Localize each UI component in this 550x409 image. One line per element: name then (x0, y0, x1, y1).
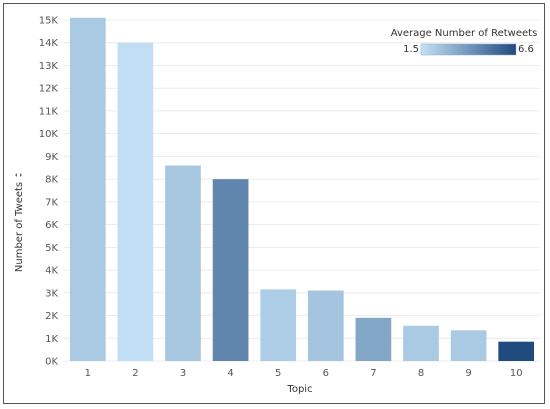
bar-topic-7[interactable] (355, 317, 392, 361)
bar-topic-6[interactable] (307, 290, 344, 361)
y-axis-title-group: Number of Tweets (14, 173, 25, 272)
bar-topic-3[interactable] (165, 165, 201, 361)
bar-topic-8[interactable] (403, 325, 439, 361)
y-tick-label: 7K (45, 197, 58, 208)
y-tick-label: 4K (45, 266, 58, 277)
bars (69, 17, 535, 362)
x-tick-label: 9 (465, 368, 471, 379)
bar-topic-9[interactable] (450, 330, 487, 361)
x-tick-label: 2 (132, 368, 138, 379)
bar-chart: 0K 1K 2K 3K 4K 5K 6K 7K 8K 9K 10K 11K 12K 13K 14K 15K 1… (14, 16, 540, 395)
bar-topic-4[interactable] (212, 179, 249, 361)
y-tick-label: 3K (45, 288, 58, 299)
y-tick-label: 15K (39, 16, 59, 27)
y-tick-label: 14K (39, 38, 59, 49)
y-tick-label: 8K (45, 175, 58, 186)
x-tick-label: 1 (85, 368, 91, 379)
y-tick-label: 12K (39, 84, 59, 95)
x-tick-label: 6 (323, 368, 329, 379)
x-axis-title: Topic (286, 384, 312, 395)
x-tick-label: 7 (370, 368, 376, 379)
y-tick-label: 13K (39, 61, 59, 72)
y-tick-label: 10K (39, 129, 59, 140)
y-tick-label: 0K (45, 357, 58, 368)
legend-gradient-bar (420, 43, 517, 56)
legend-title: Average Number of Retweets (391, 28, 538, 39)
legend-min-label: 1.5 (403, 44, 419, 55)
y-axis-ticks: 0K 1K 2K 3K 4K 5K 6K 7K 8K 9K 10K 11K 12K 13K 14K 15K (39, 16, 59, 368)
x-tick-label: 4 (227, 368, 233, 379)
bar-topic-5[interactable] (260, 289, 297, 361)
sort-descending-icon[interactable] (15, 173, 22, 177)
x-tick-label: 10 (510, 368, 523, 379)
y-tick-label: 5K (45, 243, 58, 254)
y-tick-label: 11K (39, 106, 59, 117)
y-axis-title: Number of Tweets (14, 182, 25, 272)
color-legend: Average Number of Retweets 1.5 6.6 (391, 28, 538, 56)
y-tick-label: 2K (45, 311, 58, 322)
y-tick-label: 6K (45, 220, 58, 231)
bar-topic-10[interactable] (498, 341, 535, 361)
x-tick-label: 3 (180, 368, 186, 379)
legend-max-label: 6.6 (518, 44, 534, 55)
bar-topic-2[interactable] (117, 42, 154, 361)
chart-frame: 0K 1K 2K 3K 4K 5K 6K 7K 8K 9K 10K 11K 12K 13K 14K 15K 1… (3, 3, 545, 404)
x-axis-ticks: 1 2 3 4 5 6 7 8 9 10 (85, 368, 523, 379)
bar-topic-1[interactable] (69, 17, 106, 362)
x-tick-label: 8 (418, 368, 424, 379)
x-tick-label: 5 (275, 368, 281, 379)
y-tick-label: 1K (45, 334, 58, 345)
y-tick-label: 9K (45, 152, 58, 163)
